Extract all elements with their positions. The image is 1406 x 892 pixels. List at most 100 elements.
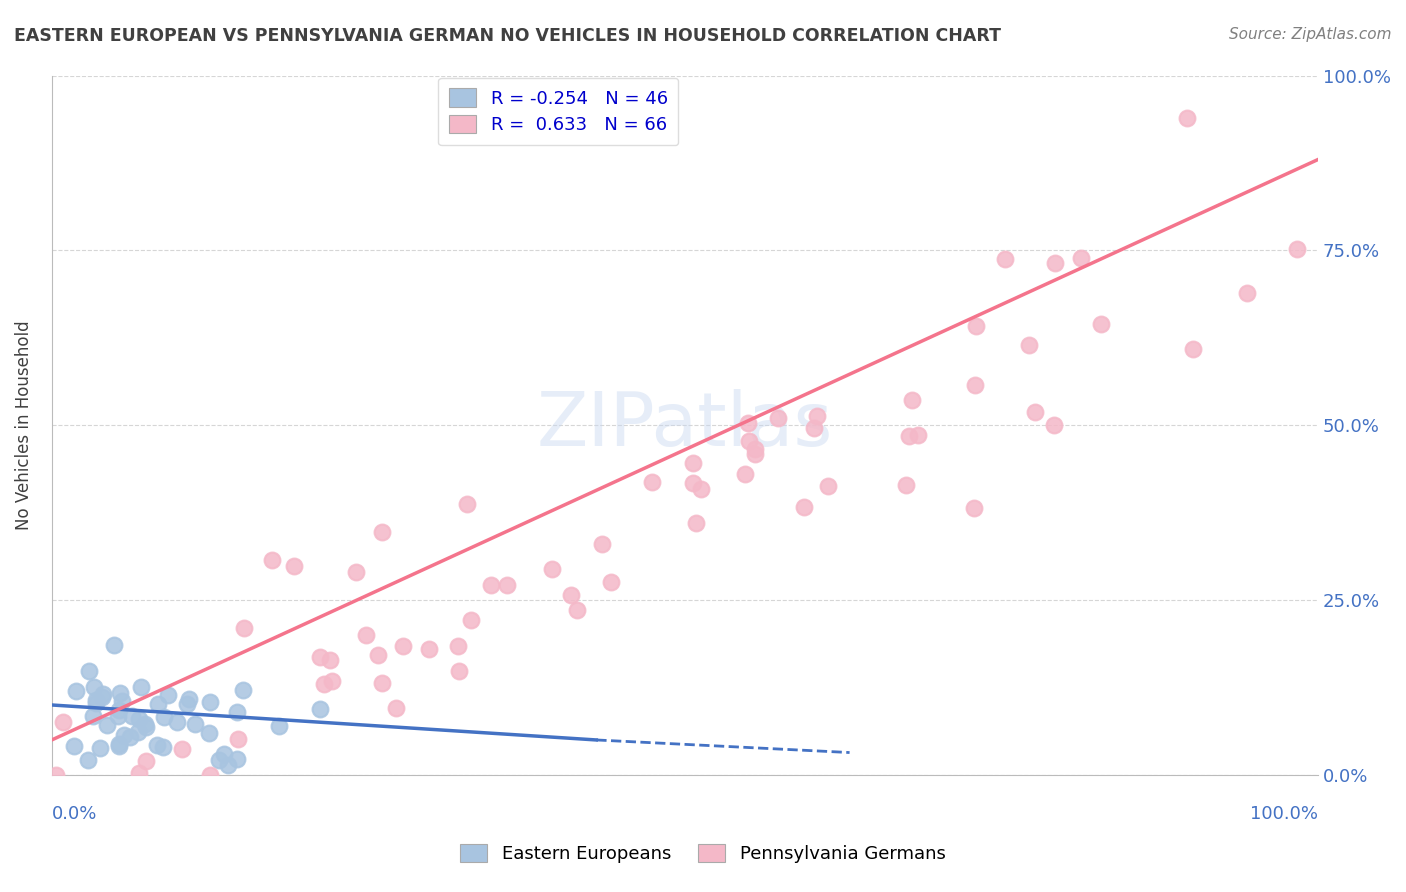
Point — [744, 442, 766, 457]
Point — [963, 500, 986, 515]
Point — [90, 690, 112, 704]
Point — [897, 428, 920, 442]
Point — [321, 674, 343, 689]
Point — [112, 728, 135, 742]
Point — [1090, 317, 1112, 331]
Point — [198, 768, 221, 782]
Point — [385, 701, 408, 715]
Point — [65, 683, 87, 698]
Point — [495, 578, 517, 592]
Point — [103, 638, 125, 652]
Point — [83, 680, 105, 694]
Point — [737, 417, 759, 431]
Text: 0.0%: 0.0% — [52, 805, 97, 823]
Text: EASTERN EUROPEAN VS PENNSYLVANIA GERMAN NO VEHICLES IN HOUSEHOLD CORRELATION CHA: EASTERN EUROPEAN VS PENNSYLVANIA GERMAN … — [14, 27, 1001, 45]
Point — [1018, 337, 1040, 351]
Point — [153, 710, 176, 724]
Point — [456, 497, 478, 511]
Point — [225, 705, 247, 719]
Point — [146, 738, 169, 752]
Point — [734, 467, 756, 482]
Point — [447, 639, 470, 653]
Point — [128, 766, 150, 780]
Point — [45, 768, 67, 782]
Point — [541, 562, 564, 576]
Point — [52, 714, 75, 729]
Point — [354, 628, 377, 642]
Point — [738, 434, 761, 448]
Point — [418, 642, 440, 657]
Point — [148, 697, 170, 711]
Point — [111, 693, 134, 707]
Point — [108, 739, 131, 754]
Point — [1024, 405, 1046, 419]
Point — [309, 702, 332, 716]
Point — [1181, 342, 1204, 356]
Point — [591, 536, 613, 550]
Point — [108, 686, 131, 700]
Point — [267, 719, 290, 733]
Point — [217, 758, 239, 772]
Point — [460, 613, 482, 627]
Point — [260, 553, 283, 567]
Point — [901, 393, 924, 408]
Point — [76, 753, 98, 767]
Point — [994, 252, 1017, 267]
Text: ZIPatlas: ZIPatlas — [537, 389, 834, 462]
Point — [84, 693, 107, 707]
Point — [156, 688, 179, 702]
Legend: R = -0.254   N = 46, R =  0.633   N = 66: R = -0.254 N = 46, R = 0.633 N = 66 — [439, 78, 679, 145]
Point — [208, 753, 231, 767]
Point — [82, 709, 104, 723]
Point — [232, 621, 254, 635]
Point — [447, 664, 470, 678]
Point — [479, 578, 502, 592]
Point — [319, 653, 342, 667]
Legend: Eastern Europeans, Pennsylvania Germans: Eastern Europeans, Pennsylvania Germans — [450, 833, 956, 874]
Point — [907, 428, 929, 442]
Text: Source: ZipAtlas.com: Source: ZipAtlas.com — [1229, 27, 1392, 42]
Point — [1070, 252, 1092, 266]
Point — [392, 640, 415, 654]
Point — [96, 718, 118, 732]
Point — [806, 409, 828, 423]
Point — [344, 566, 367, 580]
Point — [121, 709, 143, 723]
Point — [685, 516, 707, 530]
Point — [744, 447, 766, 461]
Point — [312, 677, 335, 691]
Point — [184, 717, 207, 731]
Point — [1236, 286, 1258, 301]
Point — [965, 319, 987, 334]
Point — [560, 588, 582, 602]
Point — [682, 476, 704, 491]
Point — [567, 603, 589, 617]
Point — [232, 683, 254, 698]
Point — [127, 725, 149, 739]
Text: 100.0%: 100.0% — [1250, 805, 1319, 823]
Point — [134, 717, 156, 731]
Point — [172, 742, 194, 756]
Point — [177, 691, 200, 706]
Point — [226, 752, 249, 766]
Point — [152, 739, 174, 754]
Point — [214, 747, 236, 761]
Point — [108, 737, 131, 751]
Point — [1043, 255, 1066, 269]
Point — [108, 703, 131, 717]
Point — [1043, 418, 1066, 433]
Point — [77, 665, 100, 679]
Point — [198, 695, 221, 709]
Point — [118, 730, 141, 744]
Point — [963, 377, 986, 392]
Point — [283, 559, 305, 574]
Point — [1286, 242, 1309, 256]
Point — [166, 714, 188, 729]
Point — [89, 740, 111, 755]
Point — [176, 698, 198, 712]
Point — [129, 681, 152, 695]
Point — [803, 420, 825, 434]
Point — [682, 456, 704, 470]
Point — [91, 687, 114, 701]
Point — [107, 708, 129, 723]
